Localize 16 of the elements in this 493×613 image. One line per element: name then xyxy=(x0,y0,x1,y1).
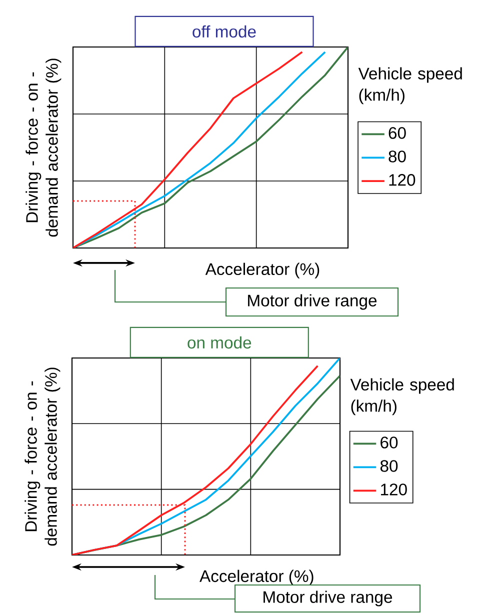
text: Motor drive range xyxy=(248,294,377,310)
legend-label: 80 xyxy=(388,150,406,162)
legend-title: Vehicle speed (km/h) xyxy=(358,67,462,104)
x-axis-title: Accelerator (%) xyxy=(200,570,314,586)
legend-label: 60 xyxy=(380,436,398,448)
x-axis-title: Accelerator (%) xyxy=(205,262,320,278)
legend-label: 60 xyxy=(388,127,406,139)
chart-title: off mode xyxy=(192,25,256,38)
text: Motor drive range xyxy=(264,590,392,606)
legend-label: 120 xyxy=(389,174,416,186)
legend-title: Vehicle speed (km/h) xyxy=(350,378,454,416)
y-axis-title: Driving - force - on - demand accelerator (%) xyxy=(26,58,62,237)
legend-label: 80 xyxy=(380,460,398,472)
y-axis-title: Driving - force - on - demand accelerator (%) xyxy=(24,368,60,546)
chart-title: on mode xyxy=(188,336,252,349)
legend-label: 120 xyxy=(381,484,407,496)
